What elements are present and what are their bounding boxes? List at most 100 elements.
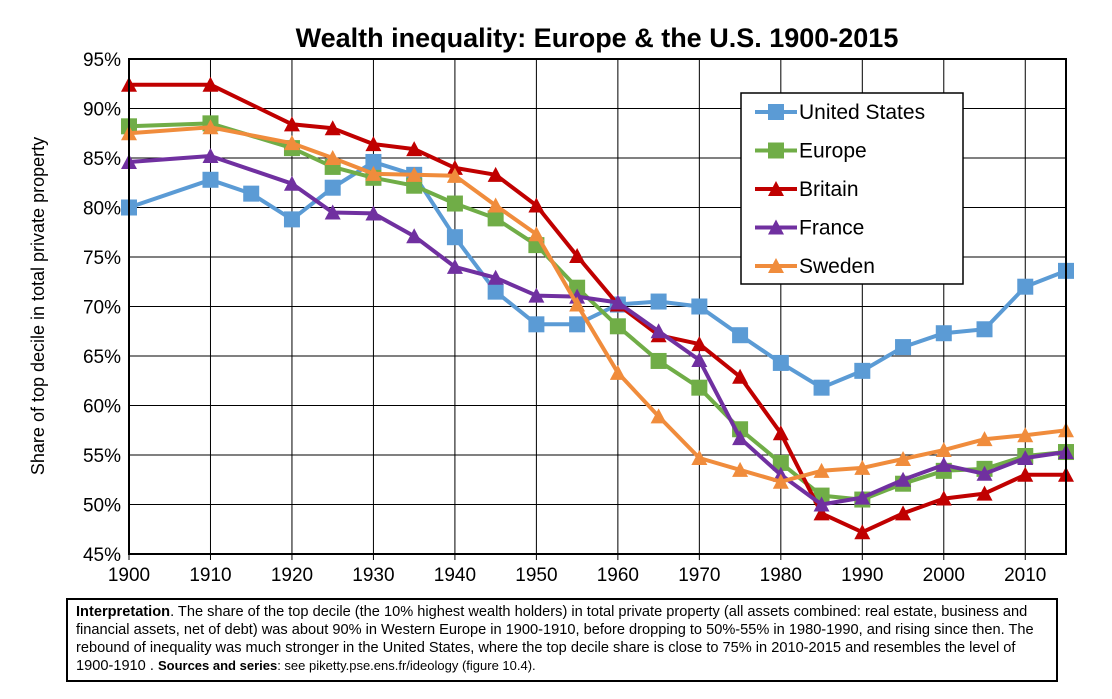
data-point-sweden: [1017, 427, 1034, 443]
data-point-france: [691, 351, 708, 367]
data-point-united-states: [324, 179, 341, 196]
data-point-europe: [650, 352, 667, 369]
y-tick-label: 60%: [83, 397, 121, 418]
data-point-united-states: [976, 321, 993, 338]
legend-label: Europe: [799, 140, 867, 163]
data-point-europe: [487, 210, 504, 227]
y-tick-label: 75%: [83, 248, 121, 269]
sources-label: Sources and series: [157, 658, 278, 673]
data-point-united-states: [854, 362, 871, 379]
x-tick-label: 1980: [760, 565, 802, 586]
y-tick-label: 65%: [83, 347, 121, 368]
x-tick-label: 1900: [108, 565, 150, 586]
x-tick-label: 2010: [1004, 565, 1046, 586]
data-point-france: [732, 430, 749, 446]
data-point-britain: [935, 490, 952, 506]
data-point-united-states: [691, 298, 708, 315]
data-point-france: [283, 175, 300, 191]
y-tick-label: 95%: [83, 50, 121, 71]
legend-item-europe: Europe: [755, 140, 867, 163]
data-point-sweden: [609, 364, 626, 380]
data-point-sweden: [813, 462, 830, 478]
y-tick-label: 50%: [83, 496, 121, 517]
series-sweden: [121, 119, 1074, 489]
data-point-united-states: [283, 211, 300, 228]
legend-item-britain: Britain: [755, 178, 859, 201]
data-point-europe: [609, 318, 626, 335]
data-point-france: [813, 496, 830, 512]
data-point-france: [324, 204, 341, 220]
legend-label: United States: [799, 101, 925, 124]
data-point-france: [976, 465, 993, 481]
plot-area-frame: [128, 58, 1067, 555]
chart-title: Wealth inequality: Europe & the U.S. 190…: [296, 23, 899, 53]
x-tick-label: 1970: [678, 565, 720, 586]
x-tick-label: 1910: [189, 565, 231, 586]
data-point-sweden: [487, 197, 504, 213]
y-axis-ticks: 45% 50% 55% 60% 65% 70% 75% 80% 85% 90% 95%: [83, 50, 121, 566]
legend-label: France: [799, 217, 864, 240]
data-point-sweden: [772, 473, 789, 489]
data-point-france: [202, 148, 219, 164]
sources-text: : see piketty.pse.ens.fr/ideology (figur…: [277, 658, 536, 673]
legend-marker: [768, 258, 784, 273]
legend-box: [740, 92, 964, 285]
data-point-sweden: [283, 135, 300, 151]
data-point-sweden: [854, 459, 871, 475]
legend-label: Britain: [799, 178, 859, 201]
data-point-europe: [691, 379, 708, 396]
data-point-britain: [569, 248, 586, 264]
legend-marker: [768, 142, 784, 159]
data-point-britain: [813, 505, 830, 521]
data-point-united-states: [243, 185, 260, 202]
x-tick-label: 1960: [597, 565, 639, 586]
data-point-britain: [487, 166, 504, 182]
data-point-france: [487, 269, 504, 285]
series-line-europe: [128, 121, 1067, 502]
data-point-france: [1017, 449, 1034, 465]
data-point-sweden: [365, 165, 382, 181]
legend-item-sweden: Sweden: [755, 255, 875, 278]
caption-text: . The share of the top decile (the 10% h…: [76, 604, 1034, 674]
caption-label: Interpretation: [76, 604, 171, 620]
data-point-united-states: [365, 153, 382, 170]
y-axis-label: Share of top decile in total private pro…: [28, 137, 48, 475]
data-point-britain: [691, 336, 708, 352]
data-point-britain: [1017, 466, 1034, 482]
y-tick-label: 55%: [83, 446, 121, 467]
x-tick-label: 1930: [352, 565, 394, 586]
data-point-united-states: [487, 283, 504, 300]
line-chart: Wealth inequality: Europe & the U.S. 190…: [28, 23, 1074, 586]
y-tick-label: 70%: [83, 298, 121, 319]
series-lines: [121, 76, 1074, 540]
data-point-united-states: [650, 293, 667, 310]
data-point-sweden: [569, 296, 586, 312]
series-line-britain: [129, 82, 1066, 535]
data-point-sweden: [895, 450, 912, 466]
y-tick-label: 90%: [83, 100, 121, 121]
data-point-france: [406, 228, 423, 244]
data-point-france: [528, 287, 545, 303]
data-point-sweden: [650, 408, 667, 424]
data-point-france: [935, 456, 952, 472]
data-point-france: [650, 323, 667, 339]
data-point-sweden: [406, 166, 423, 182]
data-point-europe: [446, 195, 463, 212]
legend: United States Europe Britain France Sweden: [740, 92, 964, 285]
data-point-united-states: [935, 325, 952, 342]
data-point-sweden: [446, 167, 463, 183]
data-point-britain: [772, 425, 789, 441]
data-point-britain: [283, 116, 300, 132]
data-point-britain: [324, 120, 341, 136]
data-point-france: [854, 489, 871, 505]
data-point-britain: [732, 368, 749, 384]
data-point-britain: [202, 76, 219, 92]
data-point-sweden: [324, 150, 341, 165]
data-point-united-states: [1017, 278, 1034, 295]
data-point-united-states: [895, 339, 912, 356]
x-tick-label: 1950: [515, 565, 557, 586]
data-point-britain: [976, 485, 993, 501]
data-point-britain: [446, 159, 463, 175]
legend-item-france: France: [755, 217, 864, 240]
data-point-britain: [365, 136, 382, 152]
